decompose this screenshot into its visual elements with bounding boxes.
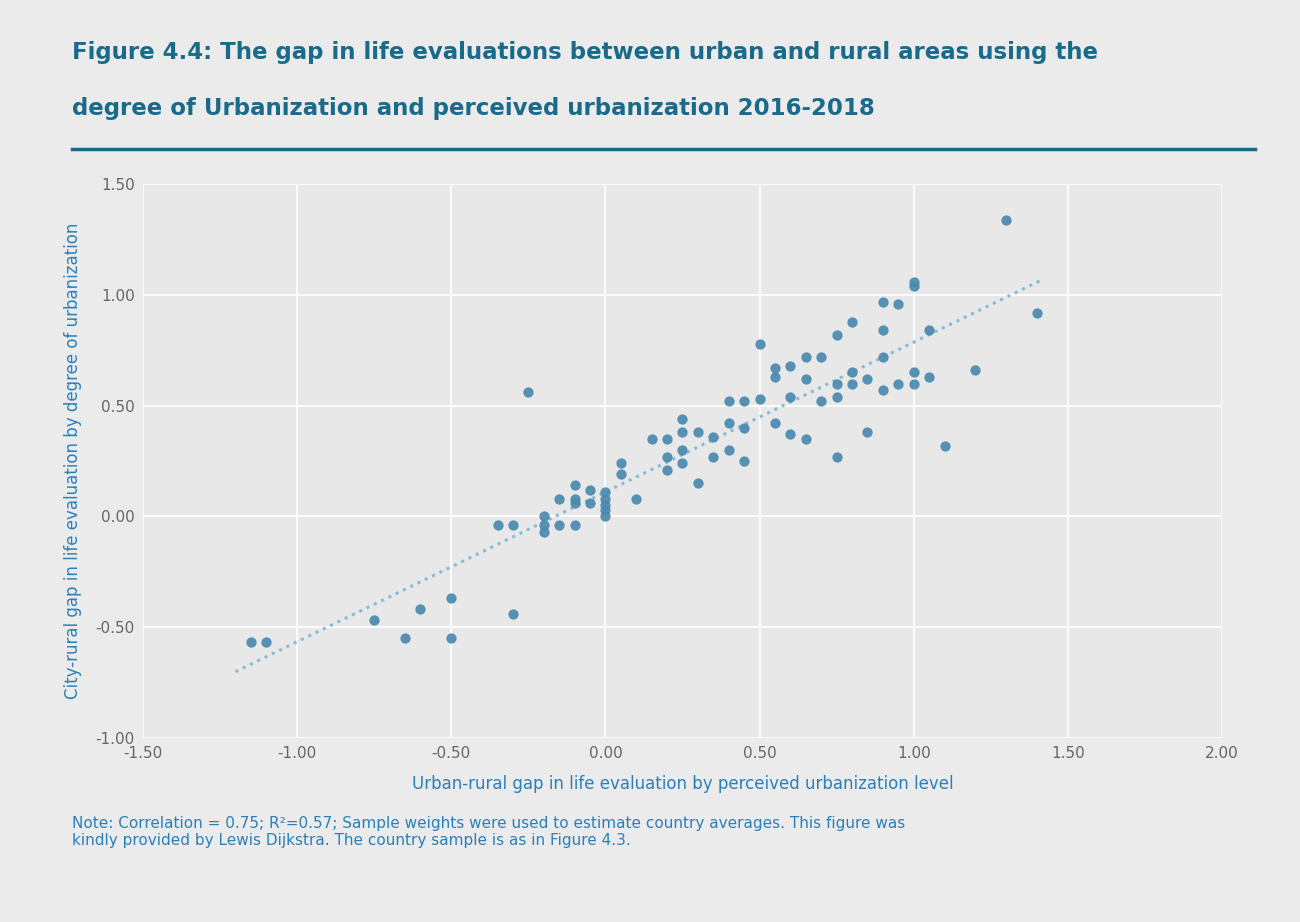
Point (595, 485, 616, 500)
Point (549, 518, 569, 533)
Point (564, 518, 585, 533)
Point (857, 372, 878, 386)
Point (688, 425, 709, 440)
Point (441, 631, 462, 645)
Point (796, 349, 816, 364)
Point (503, 607, 524, 621)
Point (796, 372, 816, 386)
Text: Note: Correlation = 0.75; R²=0.57; Sample weights were used to estimate country : Note: Correlation = 0.75; R²=0.57; Sampl… (72, 816, 905, 848)
Point (364, 613, 385, 628)
Point (872, 383, 893, 397)
Point (595, 491, 616, 506)
Point (580, 496, 601, 511)
Point (888, 297, 909, 312)
Point (256, 635, 277, 650)
Text: degree of Urbanization and perceived urbanization 2016-2018: degree of Urbanization and perceived urb… (72, 97, 874, 120)
Point (965, 363, 985, 378)
Point (733, 420, 754, 435)
Point (719, 443, 740, 457)
Point (764, 361, 785, 375)
Point (533, 525, 554, 539)
Point (903, 376, 924, 391)
Point (872, 323, 893, 337)
Point (780, 427, 801, 442)
Point (733, 454, 754, 468)
Point (872, 294, 893, 309)
Point (841, 365, 862, 380)
Point (749, 337, 770, 351)
Point (749, 392, 770, 407)
Text: Figure 4.4: The gap in life evaluations between urban and rural areas using the: Figure 4.4: The gap in life evaluations … (72, 41, 1097, 65)
Point (611, 467, 632, 481)
Point (672, 411, 693, 426)
Point (580, 482, 601, 497)
Point (841, 376, 862, 391)
Point (564, 478, 585, 492)
Point (240, 635, 261, 650)
Point (595, 498, 616, 513)
Point (733, 394, 754, 408)
Point (564, 491, 585, 506)
Point (780, 389, 801, 404)
Point (841, 314, 862, 329)
Point (857, 425, 878, 440)
Point (533, 509, 554, 524)
Point (395, 631, 416, 645)
Point (1027, 305, 1048, 320)
Point (919, 370, 940, 384)
Point (903, 275, 924, 290)
Point (827, 389, 848, 404)
Point (780, 359, 801, 373)
X-axis label: Urban-rural gap in life evaluation by perceived urbanization level: Urban-rural gap in life evaluation by pe… (412, 774, 953, 793)
Y-axis label: City-rural gap in life evaluation by degree of urbanization: City-rural gap in life evaluation by deg… (64, 223, 82, 699)
Point (827, 449, 848, 464)
Point (517, 385, 538, 400)
Point (811, 349, 832, 364)
Point (656, 463, 677, 478)
Point (935, 438, 956, 453)
Point (641, 431, 662, 446)
Point (888, 376, 909, 391)
Point (827, 376, 848, 391)
Point (549, 491, 569, 506)
Point (703, 430, 724, 444)
Point (919, 323, 940, 337)
Point (796, 431, 816, 446)
Point (656, 431, 677, 446)
Point (595, 502, 616, 517)
Point (503, 518, 524, 533)
Point (719, 416, 740, 431)
Point (672, 425, 693, 440)
Point (672, 443, 693, 457)
Point (827, 327, 848, 342)
Point (488, 518, 508, 533)
Point (996, 212, 1017, 227)
Point (656, 449, 677, 464)
Point (625, 491, 646, 506)
Point (703, 449, 724, 464)
Point (764, 416, 785, 431)
Point (441, 591, 462, 606)
Point (719, 394, 740, 408)
Point (533, 518, 554, 533)
Point (410, 602, 430, 617)
Point (903, 278, 924, 293)
Point (872, 349, 893, 364)
Point (564, 496, 585, 511)
Point (672, 455, 693, 470)
Point (688, 476, 709, 491)
Point (595, 509, 616, 524)
Point (903, 365, 924, 380)
Point (811, 394, 832, 408)
Point (611, 455, 632, 470)
Point (764, 370, 785, 384)
